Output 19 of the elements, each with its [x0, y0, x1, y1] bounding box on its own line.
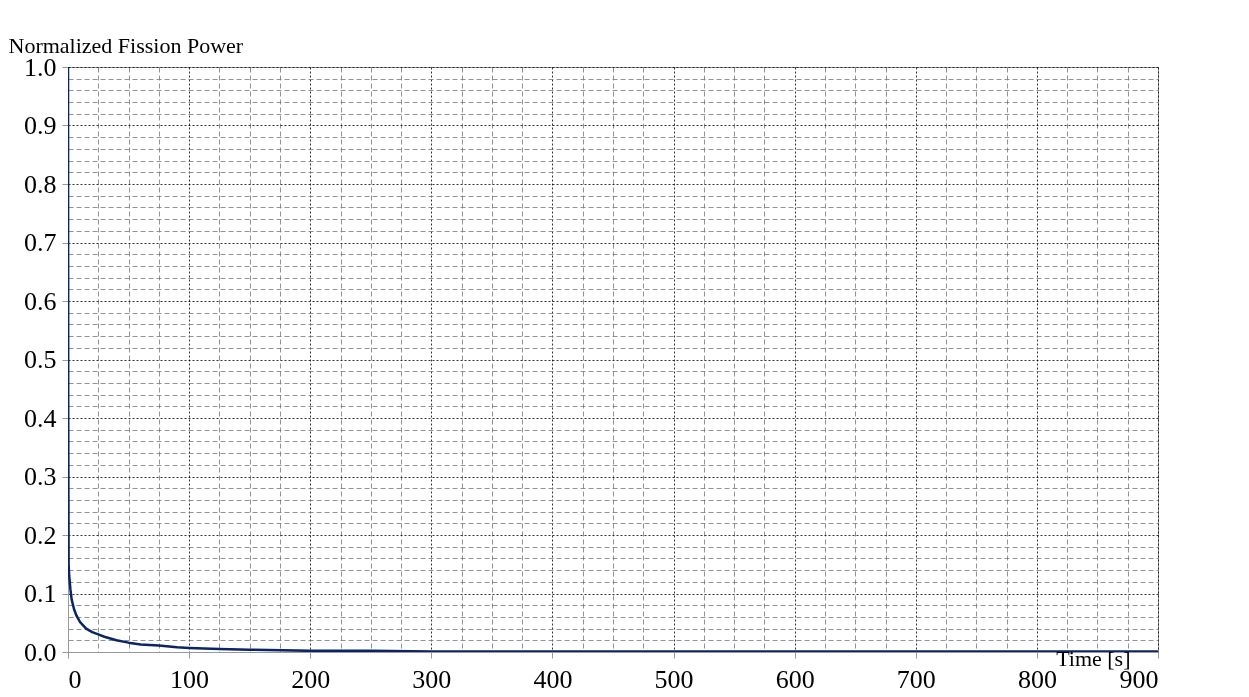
x-tick-label: 600 [775, 664, 815, 694]
y-tick-label: 0.6 [24, 286, 57, 316]
x-tick-label: 700 [896, 664, 936, 694]
y-tick-label: 0.2 [24, 520, 57, 550]
y-tick-label: 0.9 [24, 111, 57, 140]
y-tick-label: 0.4 [24, 403, 57, 433]
x-tick-label: 0 [68, 664, 82, 694]
y-tick-label: 0.5 [24, 345, 57, 374]
x-tick-label: 300 [412, 664, 452, 694]
y-tick-label: 0.7 [24, 228, 57, 257]
y-tick-label: 0.3 [24, 462, 57, 491]
y-tick-label: 0.1 [24, 579, 57, 608]
y-tick-label: 0.0 [24, 637, 57, 667]
x-tick-label: 100 [170, 664, 210, 694]
x-tick-label: 500 [654, 664, 694, 694]
y-tick-label: 0.8 [24, 169, 57, 199]
x-tick-label: 200 [291, 664, 331, 694]
x-tick-label: 400 [533, 664, 573, 694]
x-tick-label: 800 [1017, 664, 1057, 694]
